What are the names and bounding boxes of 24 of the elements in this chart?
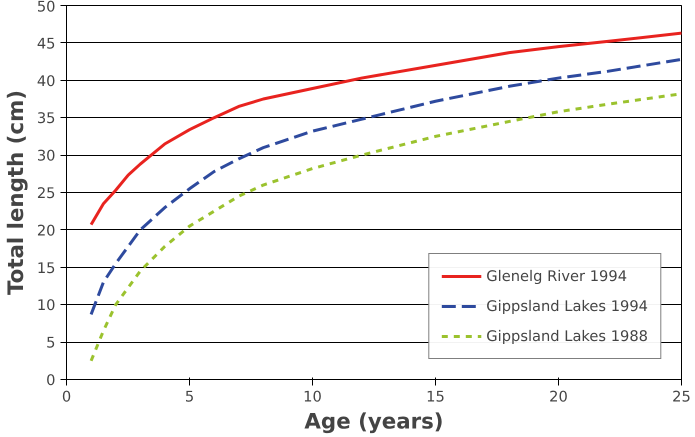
- x-tick-label: 5: [184, 388, 194, 406]
- y-tick-label: 45: [36, 35, 56, 52]
- y-tick-label: 15: [36, 260, 56, 277]
- x-axis-title: Age (years): [304, 410, 444, 434]
- legend-label: Gippsland Lakes 1988: [486, 328, 648, 344]
- x-tick-label: 10: [303, 388, 322, 406]
- x-tick-label: 15: [426, 388, 445, 406]
- y-tick-label: 5: [46, 334, 56, 352]
- y-tick-label: 35: [36, 110, 56, 128]
- x-tick-label: 0: [62, 388, 72, 406]
- legend-label: Gippsland Lakes 1994: [486, 298, 648, 314]
- y-tick-label: 20: [36, 222, 56, 240]
- y-axis-title: Total length (cm): [4, 90, 29, 296]
- y-tick-label: 10: [36, 297, 56, 314]
- x-tick-label: 25: [672, 388, 691, 406]
- y-tick-label: 25: [36, 185, 56, 202]
- y-tick-label: 50: [36, 0, 56, 16]
- line-series: [90, 58, 682, 316]
- y-tick-label: 40: [36, 72, 56, 90]
- x-tick-label: 20: [549, 388, 568, 406]
- y-tick-label: 0: [46, 372, 56, 389]
- y-tick-label: 30: [36, 148, 56, 165]
- line-series: [90, 32, 682, 226]
- legend-label: Glenelg River 1994: [486, 268, 628, 284]
